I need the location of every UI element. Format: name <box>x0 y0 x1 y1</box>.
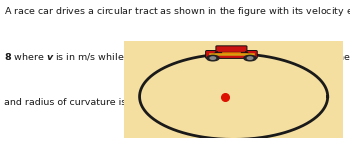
FancyBboxPatch shape <box>124 41 343 138</box>
Text: A race car drives a circular tract as shown in the figure with its velocity expr: A race car drives a circular tract as sh… <box>4 4 350 19</box>
Circle shape <box>247 57 253 59</box>
Circle shape <box>207 55 219 61</box>
FancyBboxPatch shape <box>216 46 247 52</box>
Circle shape <box>244 55 256 61</box>
FancyBboxPatch shape <box>206 51 257 58</box>
Text: and radius of curvature is 4m.: and radius of curvature is 4m. <box>4 98 147 107</box>
Text: $\mathbf{8}$ where $\bfit{v}$ is in m/s while $\bfit{t}$ is in seconds. Determin: $\mathbf{8}$ where $\bfit{v}$ is in m/s … <box>4 51 350 64</box>
Circle shape <box>210 57 216 59</box>
